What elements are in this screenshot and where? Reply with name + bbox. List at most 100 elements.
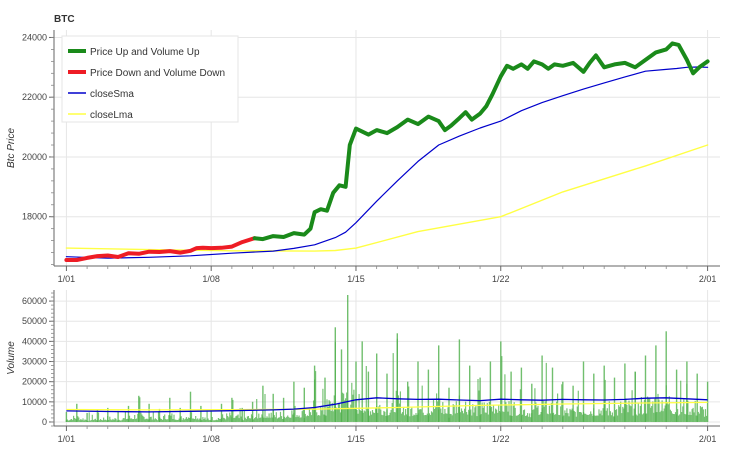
volume-bar (453, 405, 455, 422)
volume-bar (479, 377, 481, 422)
volume-bar (198, 419, 200, 422)
volume-bar (166, 419, 168, 422)
volume-bar (224, 418, 226, 422)
volume-bar (439, 399, 441, 422)
volume-bar (228, 417, 230, 422)
volume-bar (286, 416, 288, 422)
volume-bar (511, 415, 513, 422)
volume-bar (494, 413, 496, 422)
volume-bar (149, 417, 151, 422)
volume-bar (91, 414, 93, 422)
volume-bar (704, 409, 707, 422)
volume-bar (478, 390, 480, 422)
volume-bar (99, 419, 102, 422)
volume-bar (680, 380, 682, 422)
volume-bar (222, 414, 224, 422)
y-tick-label: 24000 (22, 32, 47, 42)
volume-bar (489, 361, 492, 422)
volume-bar (520, 367, 523, 422)
volume-bar (167, 419, 169, 422)
volume-bar (87, 420, 89, 422)
legend-label: Price Up and Volume Up (90, 47, 200, 58)
volume-bar (238, 418, 240, 422)
volume-bar (435, 407, 437, 422)
volume-bar (518, 413, 520, 422)
volume-bar (625, 398, 627, 422)
y-tick-label: 18000 (22, 212, 47, 222)
volume-bar (614, 410, 617, 422)
volume-bar (248, 418, 251, 422)
volume-bar (650, 407, 652, 422)
volume-bar (76, 403, 78, 422)
volume-bar (605, 410, 607, 422)
volume-bar (115, 418, 117, 422)
volume-bar (570, 410, 572, 422)
volume-bar (233, 418, 235, 422)
volume-bar (122, 418, 124, 422)
volume-bar (412, 415, 414, 422)
volume-bar (461, 410, 464, 422)
volume-bar (399, 391, 401, 422)
volume-bar (305, 416, 307, 422)
volume-bar (486, 403, 488, 422)
volume-bar (644, 355, 647, 422)
volume-bar (459, 412, 461, 422)
volume-bar (307, 416, 309, 422)
chart-title: BTC (54, 14, 75, 25)
volume-bar (230, 415, 232, 422)
volume-bar (450, 414, 452, 422)
volume-bar (382, 415, 384, 422)
volume-bar (265, 417, 267, 422)
volume-bar (457, 407, 459, 422)
volume-bar (431, 412, 434, 422)
volume-bar (436, 393, 438, 422)
volume-bar (180, 416, 182, 422)
volume-bar (271, 417, 273, 422)
volume-bar (116, 420, 118, 422)
volume-bar (104, 419, 106, 422)
volume-bar (345, 398, 347, 422)
volume-bar (413, 414, 415, 422)
volume-bar (474, 407, 476, 422)
volume-bar (300, 417, 302, 422)
volume-bar (646, 413, 648, 422)
volume-bar (595, 415, 597, 422)
volume-bar (586, 414, 588, 422)
volume-bar (75, 418, 77, 422)
volume-bar (517, 415, 519, 422)
volume-bar (516, 415, 518, 422)
volume-bar (284, 416, 286, 422)
volume-bar (217, 418, 219, 422)
legend: Price Up and Volume Up Price Down and Vol… (61, 35, 239, 123)
volume-bar (578, 412, 580, 422)
volume-bar (634, 371, 636, 422)
volume-bar (302, 409, 304, 422)
volume-bar (275, 412, 277, 422)
volume-bar (288, 416, 290, 422)
volume-bar (560, 406, 562, 422)
volume-bar (337, 402, 339, 422)
volume-bar (330, 411, 332, 422)
volume-bar (500, 341, 502, 422)
volume-bar (343, 393, 345, 422)
volume-bar (268, 413, 270, 422)
volume-bar (420, 409, 422, 422)
volume-bar (456, 412, 458, 422)
volume-bar (410, 408, 412, 422)
volume-bar (107, 407, 109, 422)
volume-bar (689, 411, 691, 422)
volume-bar (96, 409, 99, 422)
volume-bar (261, 414, 263, 422)
volume-bar (510, 371, 512, 422)
volume-bar (323, 414, 325, 422)
volume-bar (563, 415, 565, 422)
volume-bar (480, 414, 482, 422)
volume-bar (521, 414, 524, 422)
volume-bar (674, 412, 677, 422)
volume-bar (311, 408, 314, 422)
volume-bar (121, 419, 123, 422)
volume-bar (84, 419, 86, 422)
volume-bar (151, 419, 153, 422)
volume-bar (95, 420, 97, 422)
x-tick-label: 1/15 (347, 434, 365, 444)
